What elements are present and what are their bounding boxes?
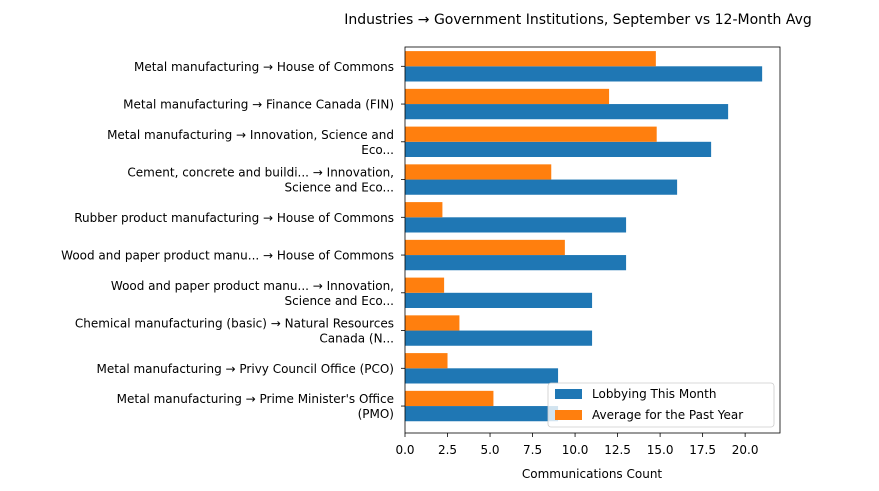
y-tick-label: Metal manufacturing → Privy Council Offi… (97, 362, 394, 376)
bar-past-year-avg (405, 88, 610, 105)
x-tick-label: 0.0 (395, 443, 414, 457)
legend-box (547, 382, 775, 428)
bar-past-year-avg (405, 277, 445, 293)
bar-this-month (405, 292, 593, 308)
y-tick-label: Eco... (361, 143, 394, 157)
bar-past-year-avg (405, 202, 443, 218)
y-tick-group: Metal manufacturing → House of Commons Me… (61, 60, 405, 421)
bar-past-year-avg (405, 390, 494, 407)
y-tick-label: Science and Eco... (285, 294, 394, 308)
plot-frame (404, 46, 781, 434)
x-tick-label: 15.0 (647, 443, 674, 457)
bar-this-month (405, 66, 763, 82)
bar-this-month (405, 368, 559, 384)
bar-this-month (405, 217, 627, 233)
x-tick-label: 7.5 (523, 443, 542, 457)
bar-past-year-avg (405, 353, 448, 369)
bar-past-year-avg (405, 239, 565, 256)
bar-this-month (405, 255, 627, 271)
bar-past-year-avg (405, 164, 552, 180)
y-tick-label: Wood and paper product manu... → Innovat… (111, 279, 394, 293)
y-tick-label: Science and Eco... (285, 181, 394, 195)
x-tick-label: 10.0 (562, 443, 589, 457)
x-axis-label: Communications Count (522, 467, 663, 481)
bar-this-month (405, 179, 678, 195)
y-tick-label: Canada (N... (319, 332, 394, 346)
x-tick-label: 17.5 (689, 443, 716, 457)
x-tick-label: 5.0 (480, 443, 499, 457)
legend-label-past-year: Average for the Past Year (592, 408, 743, 422)
bar-this-month (405, 330, 593, 346)
bar-this-month (405, 141, 712, 157)
y-tick-label: Metal manufacturing → Innovation, Scienc… (107, 128, 394, 142)
legend-swatch-past-year (555, 410, 582, 420)
y-tick-label: Rubber product manufacturing → House of … (74, 211, 394, 225)
y-tick-label: Wood and paper product manu... → House o… (61, 249, 394, 263)
bar-this-month (405, 406, 559, 422)
y-tick-label: (PMO) (358, 407, 394, 421)
y-tick-label: Metal manufacturing → House of Commons (134, 60, 394, 74)
x-tick-label: 12.5 (604, 443, 631, 457)
legend: Lobbying This Month Average for the Past… (547, 382, 775, 428)
y-tick-label: Chemical manufacturing (basic) → Natural… (75, 317, 394, 331)
chart-title: Industries → Government Institutions, Se… (344, 12, 812, 28)
y-tick-label: Metal manufacturing → Prime Minister's O… (117, 392, 394, 406)
legend-label-this-month: Lobbying This Month (592, 387, 716, 401)
bars-group (405, 51, 763, 422)
bar-past-year-avg (405, 315, 460, 331)
y-tick-label: Metal manufacturing → Finance Canada (FI… (123, 98, 394, 112)
legend-swatch-this-month (555, 389, 582, 399)
x-tick-group: 0.0 2.5 5.0 7.5 10.0 12.5 15.0 17.5 20.0 (395, 433, 758, 457)
bar-past-year-avg (405, 126, 657, 142)
bar-past-year-avg (405, 51, 656, 67)
x-tick-label: 20.0 (732, 443, 759, 457)
x-tick-label: 2.5 (438, 443, 457, 457)
y-tick-label: Cement, concrete and buildi... → Innovat… (127, 166, 394, 180)
bar-this-month (405, 104, 729, 120)
